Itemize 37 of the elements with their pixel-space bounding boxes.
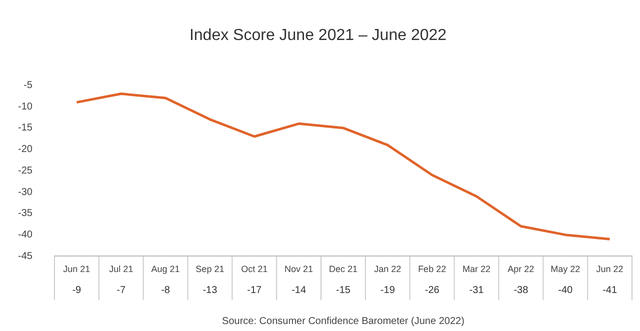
data-label: -26	[424, 284, 440, 296]
y-tick-label: -20	[18, 144, 33, 156]
y-tick-label: -25	[18, 165, 33, 176]
data-label: -8	[161, 284, 170, 296]
data-label: -38	[514, 284, 529, 296]
x-tick-label: Jun 22	[596, 264, 624, 274]
chart-title: Index Score June 2021 – June 2022	[189, 27, 447, 44]
x-tick-label: Aug 21	[151, 264, 180, 274]
y-tick-label: -40	[18, 230, 33, 241]
data-label: -13	[202, 284, 218, 296]
x-tick-label: Apr 22	[508, 264, 534, 274]
x-tick-label: May 22	[550, 264, 580, 274]
data-label: -15	[336, 284, 351, 296]
x-tick-label: Dec 21	[328, 264, 358, 274]
y-tick-label: -15	[18, 122, 33, 134]
data-label: -40	[558, 284, 574, 296]
source-note: Source: Consumer Confidence Barometer (June 2022)	[222, 316, 464, 327]
y-tick-label: -45	[18, 250, 33, 262]
x-tick-label: Feb 22	[418, 264, 446, 274]
x-tick-label: Oct 21	[241, 264, 268, 274]
x-tick-label: Jan 22	[374, 264, 402, 274]
data-label: -7	[116, 284, 126, 296]
data-label: -9	[72, 284, 82, 296]
x-tick-label: Jul 21	[109, 264, 134, 274]
y-tick-label: -5	[24, 80, 33, 91]
x-tick-label: Jun 21	[63, 264, 90, 274]
y-tick-label: -35	[18, 208, 33, 220]
data-label: -41	[602, 284, 618, 296]
x-tick-label: Sep 21	[196, 264, 224, 274]
y-tick-label: -30	[18, 186, 33, 198]
x-tick-label: Nov 21	[284, 264, 314, 274]
data-label: -17	[247, 284, 262, 296]
y-tick-label: -10	[18, 101, 33, 112]
x-tick-label: Mar 22	[462, 264, 491, 274]
data-label: -19	[380, 284, 396, 296]
data-label: -31	[469, 284, 484, 296]
data-label: -14	[292, 284, 306, 296]
